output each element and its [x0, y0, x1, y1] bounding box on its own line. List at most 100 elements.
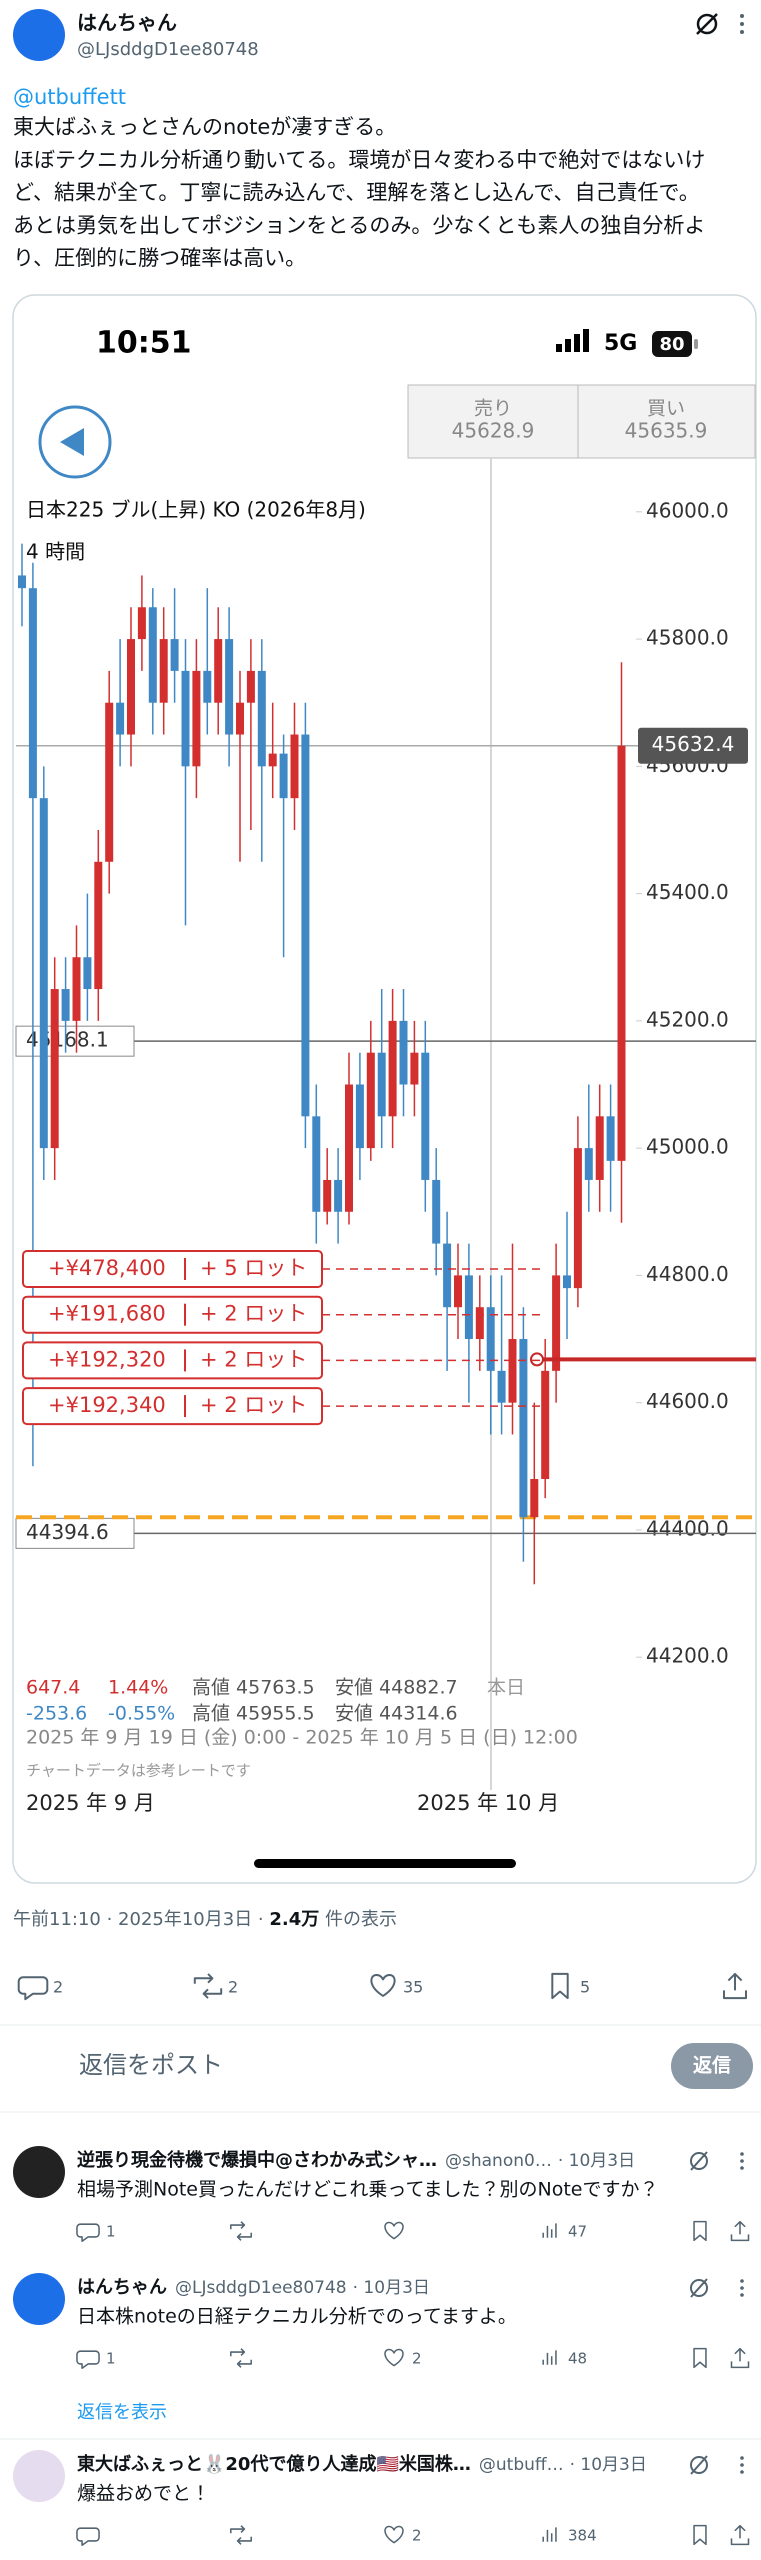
share-icon[interactable] — [723, 1972, 747, 2000]
candle-body — [377, 1052, 386, 1117]
avatar[interactable] — [13, 9, 65, 61]
signal-bar — [556, 344, 562, 352]
bookmark-icon[interactable] — [693, 2347, 707, 2369]
more-dot[interactable] — [740, 2286, 744, 2290]
position-pnl[interactable]: +¥192,340 — [48, 1393, 166, 1417]
sell-label: 売り — [474, 398, 512, 420]
position-lots[interactable]: + 2 ロット — [200, 1393, 307, 1417]
candle-body — [421, 1052, 430, 1180]
position-pnl[interactable]: +¥192,320 — [48, 1347, 166, 1371]
candle-body — [137, 607, 146, 640]
position-pnl[interactable]: +¥478,400 — [48, 1256, 166, 1280]
candle-body — [214, 639, 223, 703]
repost-icon[interactable] — [230, 2525, 252, 2545]
position-box[interactable] — [22, 1341, 323, 1380]
reply-input[interactable]: 返信をポスト — [79, 2051, 223, 2079]
repost-icon[interactable] — [230, 2221, 252, 2241]
reply-avatar[interactable] — [13, 2450, 65, 2502]
like-count: 35 — [403, 1978, 423, 1997]
show-replies[interactable]: 返信を表示 — [77, 2402, 167, 2423]
y-tick-label: 45400.0 — [646, 880, 729, 904]
candle-body — [268, 753, 277, 767]
month-label: 2025 年 10 月 — [417, 1791, 559, 1815]
position-box[interactable] — [22, 1387, 323, 1426]
like-icon[interactable] — [384, 2221, 404, 2240]
candle-body — [290, 734, 299, 799]
chart-note: チャートデータは参考レートです — [26, 1762, 251, 1780]
like-icon[interactable] — [370, 1974, 396, 1997]
position-lots[interactable]: + 5 ロット — [200, 1256, 307, 1280]
reply-icon[interactable] — [76, 2223, 100, 2242]
reply-text: 爆益おめでと！ — [77, 2483, 210, 2505]
signal-bar — [574, 334, 580, 352]
reply-icon[interactable] — [76, 2527, 100, 2546]
more-dot[interactable] — [740, 2470, 744, 2474]
post-text: り、圧倒的に勝つ確率は高い。 — [13, 246, 306, 270]
reply-avatar[interactable] — [13, 2146, 65, 2198]
more-dot[interactable] — [740, 2293, 744, 2297]
repost-icon[interactable] — [230, 2348, 252, 2368]
more-dot[interactable] — [740, 2166, 744, 2170]
repost-icon[interactable] — [193, 1973, 223, 1999]
reply-date: · 10月3日 — [558, 2151, 635, 2171]
views-icon[interactable] — [542, 2527, 557, 2542]
author-handle[interactable]: @LJsddgD1ee80748 — [77, 39, 259, 60]
reply-button[interactable] — [671, 2043, 753, 2089]
reply-avatar[interactable] — [13, 2273, 65, 2325]
views-count: 2.4万 — [269, 1909, 319, 1930]
position-pnl[interactable]: +¥191,680 — [48, 1302, 166, 1326]
candle-body — [301, 734, 310, 1117]
position-box[interactable] — [22, 1295, 323, 1334]
more-dot[interactable] — [740, 2279, 744, 2283]
more-dot[interactable] — [740, 2152, 744, 2156]
more-icon[interactable] — [740, 14, 744, 34]
stat: -0.55% — [108, 1703, 175, 1725]
buy-box[interactable] — [577, 384, 756, 459]
position-lots[interactable]: + 2 ロット — [200, 1347, 307, 1371]
reply-button-label[interactable]: 返信 — [693, 2054, 731, 2077]
back-arrow[interactable] — [60, 428, 84, 456]
stat: 647.4 — [26, 1677, 80, 1699]
like-icon[interactable] — [384, 2348, 404, 2367]
candle-body — [181, 670, 190, 767]
sell-box[interactable] — [407, 384, 579, 459]
bookmark-icon[interactable] — [551, 1972, 569, 2000]
more-dot[interactable] — [740, 2159, 744, 2163]
battery-tip — [694, 339, 698, 349]
stat: 高値 45763.5 — [192, 1677, 315, 1699]
bookmark-count: 5 — [580, 1978, 590, 1997]
reply-icon[interactable] — [76, 2350, 100, 2369]
more-dot[interactable] — [740, 2463, 744, 2467]
grok-icon[interactable] — [690, 2151, 709, 2171]
grok-icon[interactable] — [696, 13, 718, 35]
position-box[interactable] — [22, 1250, 323, 1288]
grok-icon[interactable] — [690, 2278, 709, 2298]
views-icon[interactable] — [542, 2223, 557, 2238]
candle-body — [225, 639, 234, 735]
candle-body — [584, 1148, 593, 1180]
reply-text: 相場予測Note買ったんだけどこれ乗ってました？別のNoteですか？ — [77, 2179, 659, 2201]
like-icon[interactable] — [384, 2525, 404, 2544]
candle-body — [443, 1243, 452, 1308]
bookmark-icon[interactable] — [693, 2220, 707, 2242]
stat: 安値 44314.6 — [335, 1703, 458, 1725]
reply-icon[interactable] — [17, 1976, 49, 2001]
share-icon[interactable] — [730, 2220, 750, 2242]
bookmark-icon[interactable] — [693, 2524, 707, 2546]
back-button[interactable] — [38, 405, 112, 479]
candle-body — [116, 702, 125, 735]
more-dot[interactable] — [740, 2456, 744, 2460]
author-name[interactable]: はんちゃん — [77, 11, 177, 35]
share-icon[interactable] — [730, 2347, 750, 2369]
battery-level: 80 — [659, 334, 684, 355]
views-icon[interactable] — [542, 2350, 557, 2365]
position-lots[interactable]: + 2 ロット — [200, 1302, 307, 1326]
stat: 本日 — [487, 1677, 525, 1699]
candle-body — [595, 1116, 604, 1180]
candle-body — [334, 1179, 343, 1212]
grok-icon[interactable] — [690, 2455, 709, 2475]
mention[interactable]: @utbuffett — [13, 85, 126, 109]
candle-body — [410, 1052, 419, 1085]
share-icon[interactable] — [730, 2524, 750, 2546]
reply-header: 東大ばふぇっと🐰20代で億り人達成🇺🇸米国株… @utbuff… · 10月3日 — [77, 2453, 647, 2475]
